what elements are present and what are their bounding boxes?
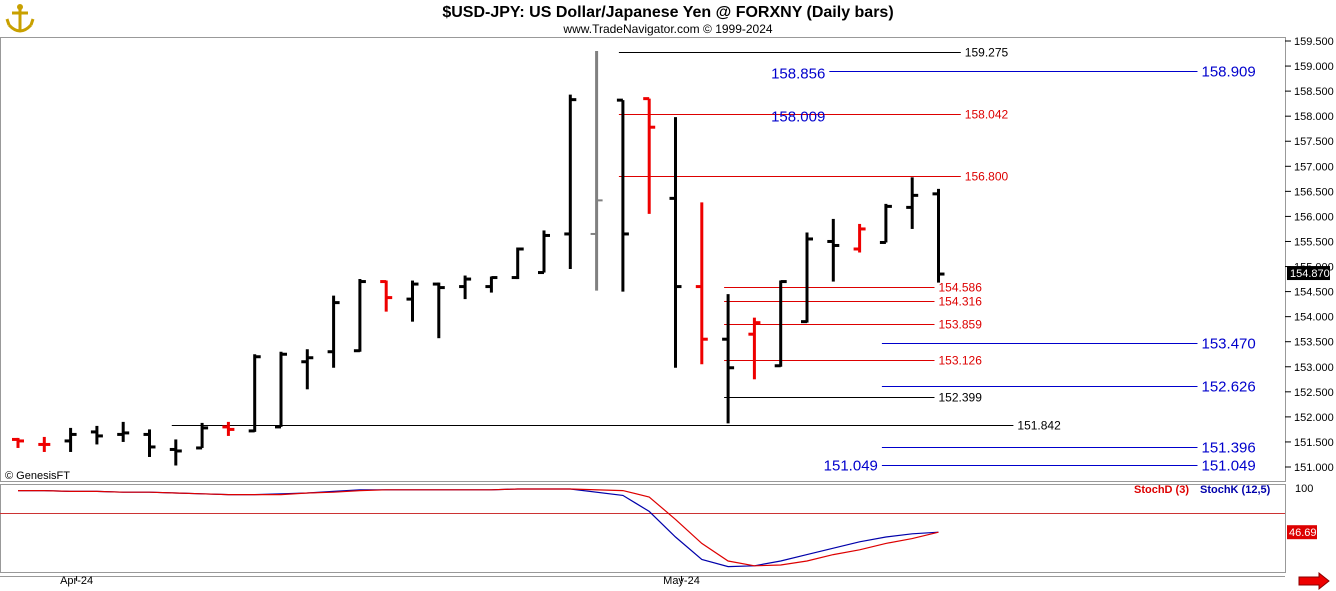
ytick-label-153.500: 153.500 xyxy=(1294,337,1334,349)
price-panel-frame xyxy=(0,37,1286,482)
price-bar-3 xyxy=(90,425,103,445)
level-label-153.126: 153.126 xyxy=(939,354,983,368)
price-bar-21 xyxy=(564,94,577,270)
stoch-d-line xyxy=(18,488,939,567)
price-bar-16 xyxy=(432,282,445,339)
level-label-159.275: 159.275 xyxy=(965,46,1009,60)
level-label-151.049: 151.049 xyxy=(1202,458,1256,475)
level-label-left-158.856: 158.856 xyxy=(771,66,825,83)
price-bars xyxy=(12,51,945,466)
stochastic-panel xyxy=(18,488,939,568)
ytick-label-158.000: 158.000 xyxy=(1294,111,1334,123)
chart-title: $USD-JPY: US Dollar/Japanese Yen @ FORXN… xyxy=(442,4,893,21)
price-bar-2 xyxy=(64,427,77,452)
price-bar-7 xyxy=(196,422,209,450)
price-bar-24 xyxy=(669,117,682,368)
scroll-right-arrow-icon[interactable] xyxy=(1298,571,1330,591)
stoch-last-label: 46.69 xyxy=(1289,527,1317,539)
stoch-last-tag: 46.69 xyxy=(1287,525,1317,540)
price-bar-9 xyxy=(248,354,261,433)
price-bar-23 xyxy=(643,97,656,214)
level-lines: 159.275 158.909 158.856 158.042 158.009 156.8… xyxy=(171,46,1256,475)
watermark: © GenesisFT xyxy=(5,470,70,482)
level-label-156.800: 156.800 xyxy=(965,170,1009,184)
price-bar-30 xyxy=(827,218,840,282)
xtick-label-May-24: May-24 xyxy=(663,575,700,587)
price-bar-11 xyxy=(301,349,314,390)
ytick-label-154.500: 154.500 xyxy=(1294,287,1334,299)
price-bar-12 xyxy=(327,295,340,368)
price-bar-18 xyxy=(485,276,498,293)
price-bar-34 xyxy=(932,188,945,283)
price-bar-13 xyxy=(353,279,366,353)
ytick-label-154.000: 154.000 xyxy=(1294,312,1334,324)
price-bar-20 xyxy=(538,230,550,275)
level-label-152.399: 152.399 xyxy=(939,391,983,405)
price-bar-27 xyxy=(748,317,761,380)
ytick-label-157.000: 157.000 xyxy=(1294,161,1334,173)
level-label-153.470: 153.470 xyxy=(1202,336,1256,353)
level-label-left-151.049: 151.049 xyxy=(824,458,878,475)
price-bar-15 xyxy=(406,280,419,322)
level-label-158.909: 158.909 xyxy=(1202,64,1256,81)
price-bar-29 xyxy=(801,232,813,324)
level-label-158.042: 158.042 xyxy=(965,108,1009,122)
stoch-ytick-100: 100 xyxy=(1295,483,1313,495)
ytick-label-159.500: 159.500 xyxy=(1294,36,1334,48)
price-bar-28 xyxy=(774,280,787,368)
level-label-left-158.009: 158.009 xyxy=(771,109,825,126)
price-bar-26 xyxy=(722,294,735,424)
level-label-154.316: 154.316 xyxy=(939,295,983,309)
price-bar-32 xyxy=(879,203,892,244)
level-label-151.396: 151.396 xyxy=(1202,440,1256,457)
xtick-label-Apr-24: Apr-24 xyxy=(60,575,93,587)
ytick-label-153.000: 153.000 xyxy=(1294,362,1334,374)
level-label-151.842: 151.842 xyxy=(1017,419,1061,433)
price-bar-22 xyxy=(616,98,629,292)
ytick-label-158.500: 158.500 xyxy=(1294,86,1334,98)
ytick-label-151.500: 151.500 xyxy=(1294,437,1334,449)
price-bar-33 xyxy=(906,177,919,229)
level-label-154.586: 154.586 xyxy=(939,281,983,295)
ytick-label-155.500: 155.500 xyxy=(1294,236,1334,248)
last-price-tag: 154.870 xyxy=(1287,266,1330,281)
ytick-label-152.000: 152.000 xyxy=(1294,412,1334,424)
price-bar-6 xyxy=(169,439,182,466)
stoch-d-label: StochD (3) xyxy=(1134,484,1189,496)
time-axis: Apr-24 May-24 xyxy=(60,575,700,587)
price-bar-8 xyxy=(222,421,235,436)
price-axis: 159.500 159.000 158.500 158.000 157.500 157.0… xyxy=(1285,36,1334,474)
price-bar-4 xyxy=(117,421,130,442)
price-bar-14 xyxy=(380,280,393,312)
stoch-k-label: StochK (12,5) xyxy=(1200,484,1271,496)
logo-icon xyxy=(5,4,35,33)
chart-subtitle: www.TradeNavigator.com © 1999-2024 xyxy=(562,22,772,36)
last-price-label: 154.870 xyxy=(1290,268,1330,280)
price-bar-1 xyxy=(38,436,51,452)
ytick-label-157.500: 157.500 xyxy=(1294,136,1334,148)
ytick-label-152.500: 152.500 xyxy=(1294,387,1334,399)
price-bar-5 xyxy=(143,429,156,457)
ytick-label-151.000: 151.000 xyxy=(1294,462,1334,474)
level-label-153.859: 153.859 xyxy=(939,318,983,332)
price-bar-17 xyxy=(459,275,472,300)
indicator-panel-frame xyxy=(0,484,1286,573)
price-bar-25 xyxy=(695,202,708,365)
gap-marker xyxy=(590,51,603,291)
ytick-label-159.000: 159.000 xyxy=(1294,61,1334,73)
price-bar-31 xyxy=(853,223,866,253)
price-bar-10 xyxy=(275,351,287,429)
ytick-label-156.500: 156.500 xyxy=(1294,186,1334,198)
ytick-label-156.000: 156.000 xyxy=(1294,211,1334,223)
level-label-152.626: 152.626 xyxy=(1202,379,1256,396)
price-bar-0 xyxy=(12,437,24,448)
price-bar-19 xyxy=(511,247,524,280)
